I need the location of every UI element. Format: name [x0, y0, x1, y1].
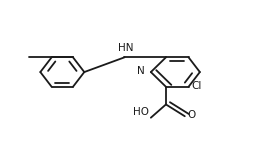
Text: HN: HN — [118, 43, 134, 53]
Text: HO: HO — [133, 106, 149, 117]
Text: N: N — [137, 66, 145, 76]
Text: O: O — [188, 111, 196, 120]
Text: Cl: Cl — [191, 81, 201, 91]
